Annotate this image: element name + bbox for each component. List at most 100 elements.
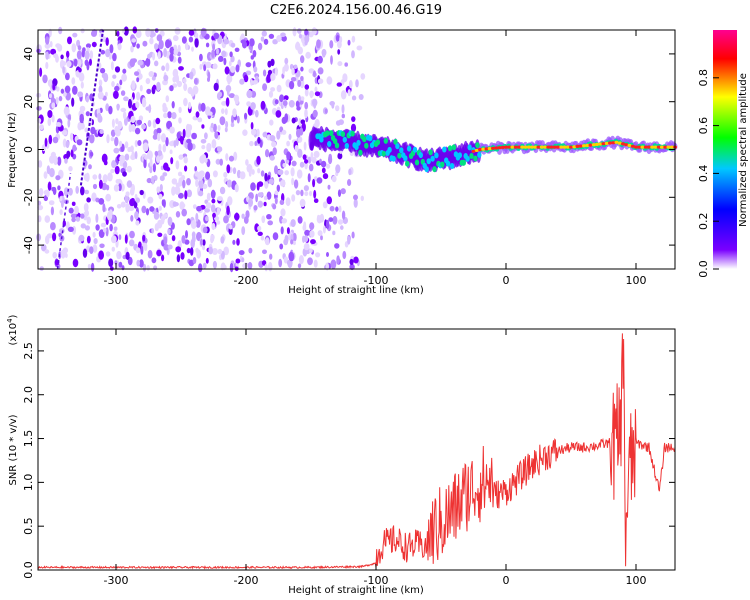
noise-blob <box>322 51 326 58</box>
noise-blob <box>353 198 358 208</box>
noise-blob <box>192 204 197 210</box>
noise-blob <box>230 55 235 63</box>
noise-blob <box>254 109 259 118</box>
noise-blob <box>157 43 163 50</box>
noise-blob <box>226 164 231 174</box>
noise-blob <box>100 67 106 74</box>
noise-blob <box>340 188 346 195</box>
noise-blob <box>187 141 193 151</box>
signal-peak <box>536 145 541 149</box>
noise-blob <box>341 104 345 114</box>
noise-blob <box>195 111 200 118</box>
noise-blob <box>264 263 268 272</box>
noise-blob <box>245 70 252 76</box>
noise-blob <box>266 191 272 200</box>
noise-blob <box>100 49 106 55</box>
noise-blob <box>162 102 167 110</box>
noise-blob <box>224 108 228 116</box>
noise-blob <box>303 141 307 151</box>
noise-blob <box>114 125 119 135</box>
noise-blob <box>250 122 254 130</box>
noise-blob <box>101 153 108 163</box>
noise-blob <box>111 81 115 87</box>
noise-blob <box>78 67 82 73</box>
noise-blob <box>124 234 128 244</box>
noise-blob <box>337 40 342 49</box>
noise-blob <box>293 64 298 70</box>
noise-blob <box>327 184 331 190</box>
noise-blob <box>242 129 248 136</box>
noise-blob <box>76 39 81 48</box>
signal-core <box>449 163 455 169</box>
noise-blob <box>154 150 158 157</box>
signal-peak <box>582 144 586 148</box>
noise-blob <box>216 220 221 225</box>
noise-blob <box>80 186 85 196</box>
noise-blob <box>267 220 274 226</box>
noise-blob <box>129 198 135 207</box>
noise-blob <box>188 29 195 36</box>
noise-blob <box>171 186 176 196</box>
noise-blob <box>190 220 197 229</box>
noise-blob <box>304 229 310 236</box>
noise-blob <box>277 169 284 176</box>
noise-blob <box>80 81 84 89</box>
noise-blob <box>167 228 171 235</box>
noise-blob <box>289 80 295 90</box>
noise-blob <box>86 235 91 244</box>
noise-blob <box>55 96 59 105</box>
noise-blob <box>348 80 353 89</box>
noise-blob <box>283 95 289 101</box>
colorbar-tick-label: 0.2 <box>697 212 710 230</box>
signal-core <box>383 137 388 144</box>
noise-blob <box>219 186 226 195</box>
noise-blob <box>191 46 194 52</box>
noise-blob <box>233 151 238 161</box>
noise-blob <box>50 222 56 231</box>
noise-blob <box>267 60 272 68</box>
noise-blob <box>184 190 188 200</box>
noise-blob <box>114 66 121 73</box>
noise-blob <box>105 193 112 202</box>
noise-blob <box>350 123 357 133</box>
noise-blob <box>322 173 329 180</box>
noise-blob <box>141 205 147 214</box>
signal-peak <box>474 148 479 152</box>
noise-blob <box>347 39 351 46</box>
noise-blob <box>163 48 168 58</box>
noise-blob <box>127 146 132 153</box>
noise-blob <box>268 261 273 272</box>
noise-blob <box>183 83 188 92</box>
noise-blob <box>84 225 90 231</box>
noise-blob <box>252 50 257 58</box>
noise-blob <box>317 55 323 64</box>
noise-blob <box>313 70 316 78</box>
noise-blob <box>139 189 144 196</box>
noise-blob <box>224 66 230 75</box>
noise-blob <box>195 212 199 222</box>
noise-blob <box>216 206 221 215</box>
noise-blob <box>106 184 110 191</box>
signal-peak <box>471 149 476 153</box>
noise-blob <box>260 100 266 110</box>
noise-blob <box>91 192 97 202</box>
noise-blob <box>292 240 296 246</box>
noise-blob <box>335 35 340 42</box>
noise-blob <box>308 68 315 74</box>
noise-blob <box>331 102 335 109</box>
noise-blob <box>186 218 191 226</box>
noise-blob <box>302 154 307 160</box>
noise-blob <box>131 38 137 43</box>
noise-blob <box>208 246 213 255</box>
noise-blob <box>304 88 309 97</box>
noise-blob <box>262 83 268 91</box>
signal-peak <box>640 145 645 149</box>
noise-blob <box>355 79 359 88</box>
noise-blob <box>181 208 187 217</box>
signal-core <box>350 130 355 137</box>
noise-blob <box>111 160 117 169</box>
noise-blob <box>48 28 52 38</box>
noise-blob <box>223 246 229 256</box>
spectrogram-x-tick-label: -100 <box>364 274 389 287</box>
noise-blob <box>126 180 133 188</box>
